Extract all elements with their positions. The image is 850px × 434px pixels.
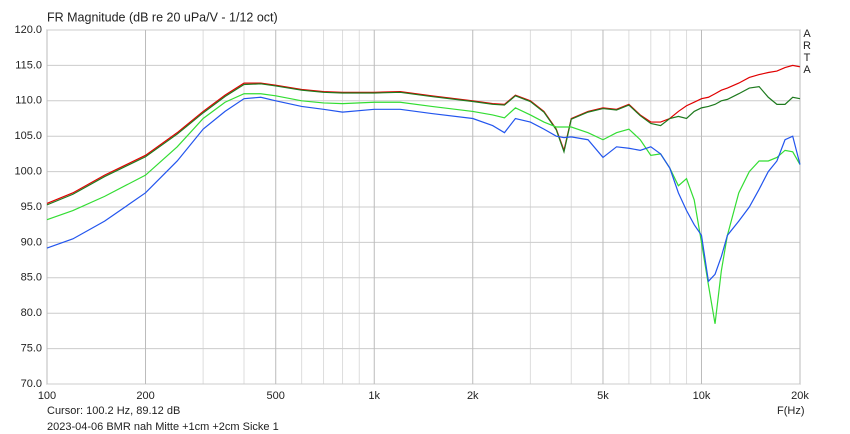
x-tick-label: 200 (136, 390, 154, 402)
y-tick-label: 90.0 (21, 236, 42, 248)
series-line (46, 83, 801, 206)
y-tick-label: 115.0 (15, 59, 42, 71)
x-tick-label: 5k (597, 390, 609, 402)
cursor-readout: Cursor: 100.2 Hz, 89.12 dB (47, 405, 180, 417)
watermark-letter: A (803, 28, 811, 40)
x-tick-label: 20k (791, 390, 809, 402)
y-tick-label: 95.0 (21, 201, 42, 213)
watermark-letter: R (803, 40, 811, 52)
series-line (46, 96, 801, 283)
x-tick-label: 500 (267, 390, 285, 402)
y-tick-label: 110.0 (15, 95, 42, 107)
file-caption: 2023-04-06 BMR nah Mitte +1cm +2cm Sicke… (47, 421, 279, 433)
series-line (46, 64, 801, 205)
watermark-letter: T (804, 52, 811, 64)
watermark-letter: A (803, 64, 811, 76)
chart-title: FR Magnitude (dB re 20 uPa/V - 1/12 oct) (47, 10, 278, 24)
x-tick-label: 1k (368, 390, 380, 402)
y-tick-label: 80.0 (21, 307, 42, 319)
x-tick-label: 2k (467, 390, 479, 402)
y-tick-label: 120.0 (14, 24, 42, 36)
x-tick-label: 10k (693, 390, 711, 402)
x-axis-label: F(Hz) (777, 405, 805, 417)
y-tick-label: 75.0 (21, 343, 42, 355)
y-tick-label: 70.0 (21, 378, 42, 390)
x-tick-label: 100 (38, 390, 56, 402)
y-tick-label: 105.0 (14, 130, 42, 142)
y-tick-label: 85.0 (21, 272, 42, 284)
y-tick-label: 100.0 (14, 166, 42, 178)
